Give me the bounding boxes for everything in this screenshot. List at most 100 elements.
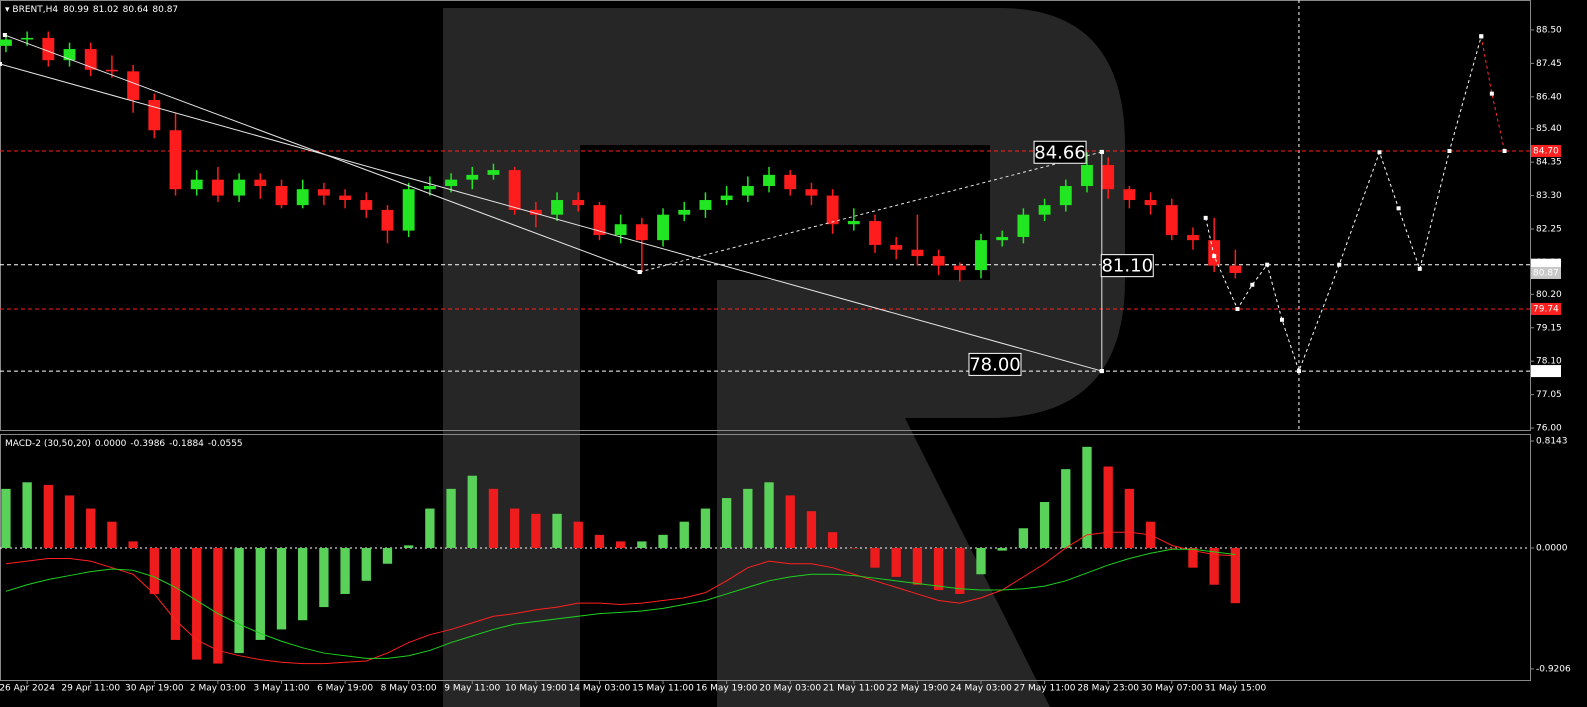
histogram-bar bbox=[255, 547, 265, 640]
histogram-bar bbox=[1018, 528, 1029, 548]
candle-body bbox=[21, 37, 34, 40]
histogram-bar bbox=[700, 508, 711, 548]
quote-high: 81.02 bbox=[93, 5, 119, 15]
histogram-bar bbox=[849, 547, 859, 549]
x-tick-label: 31 May 15:00 bbox=[1205, 684, 1267, 694]
histogram-bar bbox=[912, 547, 923, 585]
histogram-bar bbox=[933, 547, 944, 591]
y-tick-label: 86.40 bbox=[1536, 92, 1562, 102]
forecast-point bbox=[1447, 148, 1452, 153]
histogram-bar bbox=[785, 495, 795, 548]
forecast-point bbox=[1396, 206, 1401, 211]
candle-body bbox=[763, 174, 775, 187]
macd-line bbox=[5, 531, 1236, 665]
y-tick-label: 80.20 bbox=[1536, 290, 1562, 300]
candle-body bbox=[402, 189, 415, 231]
candle-body bbox=[826, 195, 839, 225]
forecast-line bbox=[1480, 36, 1506, 152]
histogram-bar bbox=[531, 513, 541, 548]
histogram-bar bbox=[891, 547, 901, 577]
candle-body bbox=[1038, 205, 1051, 215]
annotation-box bbox=[968, 352, 1022, 376]
candle-body bbox=[233, 179, 246, 196]
histogram-bar bbox=[658, 534, 668, 548]
candle-body bbox=[1081, 164, 1093, 187]
annotation-box bbox=[1100, 254, 1154, 278]
histogram-bar bbox=[1, 488, 11, 548]
candle-body bbox=[275, 186, 288, 206]
histogram-bar bbox=[1124, 488, 1135, 548]
histogram-bar bbox=[1082, 446, 1092, 548]
x-tick-label: 14 May 03:00 bbox=[569, 684, 631, 694]
x-tick-label: 15 May 11:00 bbox=[632, 684, 694, 694]
x-tick-label: 27 May 11:00 bbox=[1014, 684, 1076, 694]
forecast-point bbox=[1337, 262, 1342, 267]
histogram-bar bbox=[976, 547, 986, 575]
histogram-bar bbox=[1209, 547, 1219, 585]
candle-body bbox=[84, 49, 97, 70]
forecast-point bbox=[1417, 266, 1422, 271]
y-tick-label: 0.8143 bbox=[1536, 437, 1568, 447]
trend-anchor bbox=[0, 62, 2, 67]
price-tag bbox=[1531, 365, 1561, 378]
price-tag-label: 81.13 bbox=[1533, 260, 1559, 270]
dropdown-icon[interactable]: ▾ bbox=[5, 5, 12, 15]
candle-body bbox=[551, 200, 563, 215]
y-tick-label: 76.00 bbox=[1536, 424, 1562, 434]
candle-body bbox=[466, 174, 479, 180]
candle-body bbox=[784, 174, 797, 190]
price-tag-label: 79.74 bbox=[1533, 304, 1559, 314]
candle-body bbox=[211, 179, 224, 196]
candle-body bbox=[1059, 186, 1072, 206]
watermark bbox=[443, 8, 1125, 707]
candle-body bbox=[487, 170, 500, 175]
forecast-point bbox=[1502, 148, 1507, 153]
histogram-bar bbox=[298, 547, 308, 621]
candle-body bbox=[890, 244, 903, 250]
candle-body bbox=[1102, 164, 1115, 190]
histogram-bar bbox=[213, 547, 223, 664]
macd-label: MACD-2 (30,50,20) 0.0000 -0.3986 -0.1884 -0.… bbox=[5, 439, 243, 449]
histogram-bar bbox=[425, 508, 435, 548]
trend-line bbox=[0, 63, 1102, 372]
x-tick-label: 28 May 23:00 bbox=[1077, 684, 1139, 694]
y-tick-label: 87.45 bbox=[1536, 59, 1562, 69]
symbol-label: ▾ BRENT,H4 80.99 81.02 80.64 80.87 bbox=[5, 5, 178, 15]
candle-body bbox=[381, 209, 394, 231]
y-tick-label: 84.35 bbox=[1536, 158, 1562, 168]
histogram-bar bbox=[721, 498, 732, 548]
histogram-bar bbox=[1039, 501, 1050, 548]
histogram-bar bbox=[955, 547, 965, 594]
candle-body bbox=[339, 195, 352, 201]
y-tick-label: 79.15 bbox=[1536, 323, 1562, 333]
forecast-point bbox=[1279, 317, 1284, 322]
price-tag-label: 84.70 bbox=[1533, 146, 1559, 156]
macd-line bbox=[5, 548, 1236, 659]
histogram-bar bbox=[1230, 547, 1241, 604]
histogram-bar bbox=[764, 482, 774, 548]
candle-body bbox=[932, 256, 945, 266]
watermark-stem bbox=[443, 8, 580, 707]
x-tick-label: 26 Apr 2024 bbox=[0, 684, 55, 694]
y-tick-label: -0.9206 bbox=[1536, 664, 1571, 674]
histogram-bar bbox=[1188, 547, 1198, 568]
histogram-bar bbox=[743, 488, 753, 548]
quote-open: 80.99 bbox=[63, 5, 89, 15]
x-tick-label: 24 May 03:00 bbox=[950, 684, 1012, 694]
macd-readout: -0.1884 bbox=[169, 439, 204, 449]
histogram-bar bbox=[573, 521, 583, 548]
candle-body bbox=[296, 189, 309, 206]
histogram-bar bbox=[467, 475, 477, 548]
quote-close: 80.87 bbox=[152, 5, 178, 15]
candle-body bbox=[42, 37, 55, 61]
histogram-bar bbox=[86, 508, 96, 548]
histogram-bar bbox=[827, 532, 838, 548]
histogram-bar bbox=[234, 547, 244, 654]
histogram-bar bbox=[319, 547, 329, 608]
histogram-bar bbox=[1103, 466, 1113, 548]
histogram-bar bbox=[340, 547, 350, 594]
price-tag-label: 77.79 bbox=[1533, 367, 1559, 377]
candle-body bbox=[190, 179, 203, 190]
